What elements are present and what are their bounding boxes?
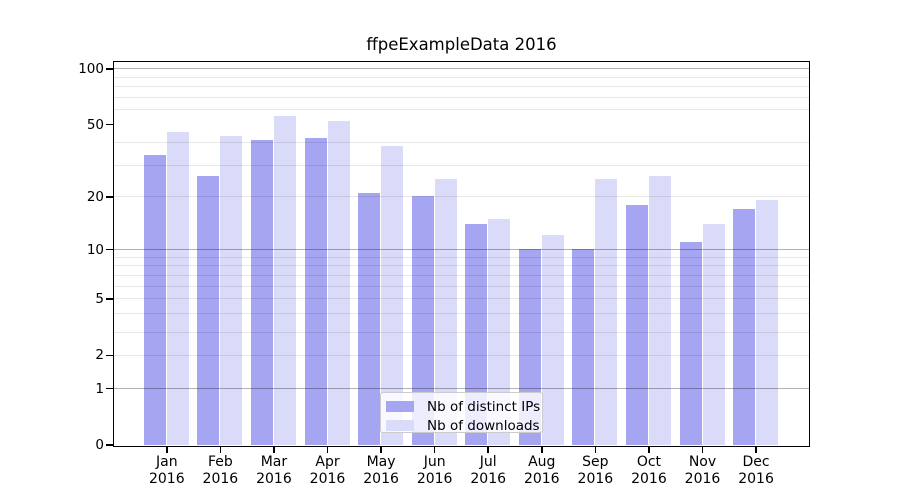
y-tick-5	[106, 298, 113, 300]
gridline-20	[113, 196, 809, 198]
bar-jan-downloads	[166, 132, 189, 446]
x-tick-sep	[594, 446, 597, 453]
y-tick-100	[106, 68, 113, 70]
gridline-100	[113, 68, 809, 70]
bar-nov-distinct-ips	[679, 241, 702, 446]
x-tick-apr	[326, 446, 329, 453]
x-tick-label-jul: Jul 2016	[470, 454, 507, 487]
legend-row-distinct-ips: Nb of distinct IPs	[386, 397, 542, 416]
y-tick-label-100: 100	[78, 60, 104, 77]
y-tick-0	[106, 444, 113, 446]
x-tick-jun	[433, 446, 436, 453]
bar-mar-distinct-ips	[250, 139, 273, 446]
bar-dec-downloads	[756, 200, 779, 446]
gridline-6	[113, 285, 809, 287]
gridline-9	[113, 256, 809, 258]
x-tick-oct	[648, 446, 650, 453]
gridline-4	[113, 313, 809, 315]
bar-jun-distinct-ips	[411, 196, 434, 446]
bar-apr-downloads	[327, 120, 350, 446]
x-tick-label-may: May 2016	[363, 454, 399, 487]
bar-mar-downloads	[273, 116, 296, 446]
x-tick-label-mar: Mar 2016	[256, 454, 292, 487]
legend-label-distinct-ips: Nb of distinct IPs	[427, 398, 541, 415]
bar-aug-downloads	[541, 235, 564, 446]
bar-may-downloads	[381, 145, 404, 446]
x-tick-may	[380, 446, 382, 453]
x-tick-label-oct: Oct 2016	[631, 454, 667, 487]
legend-label-downloads: Nb of downloads	[427, 417, 540, 434]
bar-feb-distinct-ips	[197, 175, 220, 446]
x-tick-aug	[541, 446, 543, 453]
gridline-8	[113, 265, 809, 267]
x-tick-mar	[273, 446, 275, 453]
gridline-90	[113, 76, 809, 78]
x-tick-label-feb: Feb 2016	[202, 454, 239, 487]
gridline-7	[113, 275, 809, 277]
bar-jul-distinct-ips	[465, 223, 488, 446]
y-tick-20	[106, 196, 113, 198]
bar-nov-downloads	[702, 223, 725, 446]
y-tick-label-0: 0	[95, 437, 104, 453]
bar-jan-distinct-ips	[143, 154, 166, 446]
bar-jul-downloads	[488, 218, 511, 446]
gridline-70	[113, 97, 809, 99]
x-tick-label-jun: Jun 2016	[416, 454, 453, 487]
gridline-40	[113, 141, 809, 143]
y-tick-label-50: 50	[86, 116, 104, 133]
gridline-1	[113, 388, 809, 389]
y-tick-label-10: 10	[86, 241, 104, 258]
bar-oct-distinct-ips	[625, 204, 648, 446]
y-tick-label-2: 2	[95, 347, 104, 364]
gridline-3	[113, 331, 809, 333]
gridlines-layer	[113, 62, 809, 446]
y-tick-50	[106, 123, 113, 126]
x-tick-label-sep: Sep 2016	[577, 454, 614, 487]
gridline-60	[113, 109, 809, 111]
bar-oct-downloads	[648, 175, 671, 446]
x-tick-nov	[701, 446, 704, 453]
x-tick-feb	[219, 446, 222, 453]
y-tick-label-20: 20	[86, 188, 104, 205]
x-tick-jul	[487, 446, 489, 453]
y-tick-10	[106, 248, 113, 251]
x-tick-dec	[755, 446, 757, 453]
legend: Nb of distinct IPs Nb of downloads	[380, 392, 543, 435]
x-tick-jan	[166, 446, 168, 453]
bar-may-distinct-ips	[358, 192, 381, 446]
legend-row-downloads: Nb of downloads	[386, 416, 542, 435]
bar-sep-downloads	[595, 178, 618, 446]
y-tick-1	[106, 387, 113, 390]
plot-area	[112, 60, 810, 447]
bar-jun-downloads	[434, 178, 457, 446]
bar-sep-distinct-ips	[572, 249, 595, 446]
legend-swatch-downloads	[386, 420, 414, 431]
y-tick-label-1: 1	[95, 380, 104, 397]
bar-apr-distinct-ips	[304, 137, 327, 446]
chart-title: ffpeExampleData 2016	[366, 35, 557, 54]
x-tick-label-dec: Dec 2016	[738, 454, 774, 487]
bar-feb-downloads	[220, 136, 243, 446]
x-tick-label-apr: Apr 2016	[309, 454, 346, 487]
gridline-80	[113, 86, 809, 88]
bar-dec-distinct-ips	[733, 208, 756, 446]
x-tick-label-aug: Aug 2016	[523, 454, 560, 487]
gridline-30	[113, 164, 809, 166]
x-tick-label-jan: Jan 2016	[148, 454, 185, 487]
legend-swatch-distinct-ips	[386, 401, 414, 412]
y-tick-label-5: 5	[95, 290, 104, 307]
x-tick-label-nov: Nov 2016	[684, 454, 721, 487]
gridline-10	[113, 249, 809, 251]
gridline-5	[113, 298, 809, 300]
y-tick-2	[106, 354, 113, 357]
gridline-2	[113, 354, 809, 356]
